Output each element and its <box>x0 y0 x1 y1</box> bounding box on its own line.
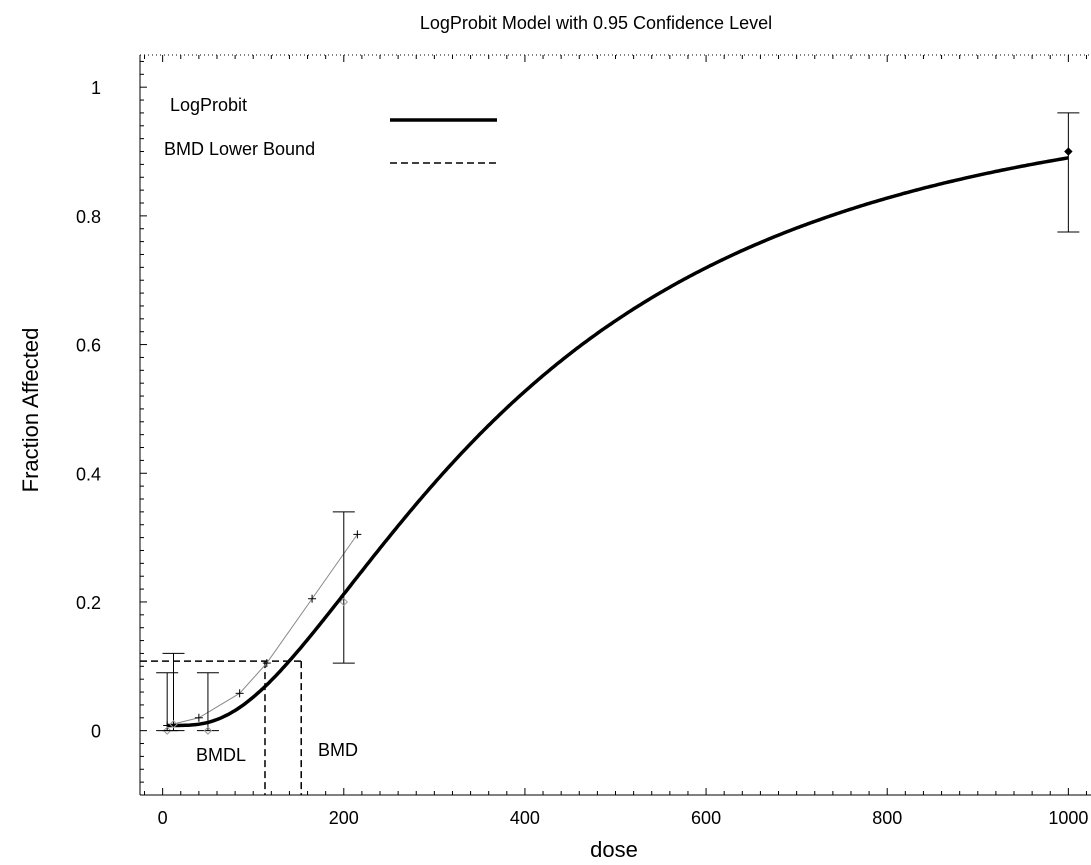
observed-point <box>169 720 178 729</box>
observed-error-bars <box>156 112 1080 735</box>
observed-point <box>162 726 172 735</box>
x-axis-label: dose <box>590 837 638 862</box>
y-tick-label: 0.2 <box>76 593 101 613</box>
x-tick-label: 0 <box>158 808 168 828</box>
y-tick-label: 0.4 <box>76 464 101 484</box>
legend-label-bmd-lower-bound: BMD Lower Bound <box>164 139 315 159</box>
axis-ticks <box>140 55 1087 796</box>
upper-confidence-curve <box>163 530 362 730</box>
x-tick-label: 800 <box>872 808 902 828</box>
legend-label-logprobit: LogProbit <box>170 95 247 115</box>
legend: LogProbit BMD Lower Bound <box>164 95 497 164</box>
bmd-annotation: BMD <box>318 740 358 760</box>
x-tick-label: 400 <box>510 808 540 828</box>
y-tick-label: 0.8 <box>76 207 101 227</box>
bmdl-annotation: BMDL <box>196 745 246 765</box>
x-tick-label: 1000 <box>1048 808 1088 828</box>
x-tick-labels: 0 200 400 600 800 1000 <box>158 808 1089 828</box>
y-tick-labels: 0 0.2 0.4 0.6 0.8 1 <box>76 78 101 741</box>
chart-title: LogProbit Model with 0.95 Confidence Lev… <box>420 13 772 33</box>
x-tick-label: 600 <box>691 808 721 828</box>
confidence-curve-line <box>167 534 358 726</box>
observed-point <box>339 597 348 607</box>
y-tick-label: 1 <box>91 78 101 98</box>
y-tick-label: 0 <box>91 722 101 742</box>
y-axis-label: Fraction Affected <box>18 328 43 493</box>
observed-point <box>1064 147 1073 156</box>
observed-point <box>203 726 213 735</box>
plot-axes <box>139 54 1091 796</box>
bmd-lower-bound-lines <box>140 660 302 795</box>
logprobit-curve <box>167 156 1069 728</box>
logprobit-curve-group <box>167 156 1069 728</box>
y-tick-label: 0.6 <box>76 336 101 356</box>
x-tick-label: 200 <box>329 808 359 828</box>
